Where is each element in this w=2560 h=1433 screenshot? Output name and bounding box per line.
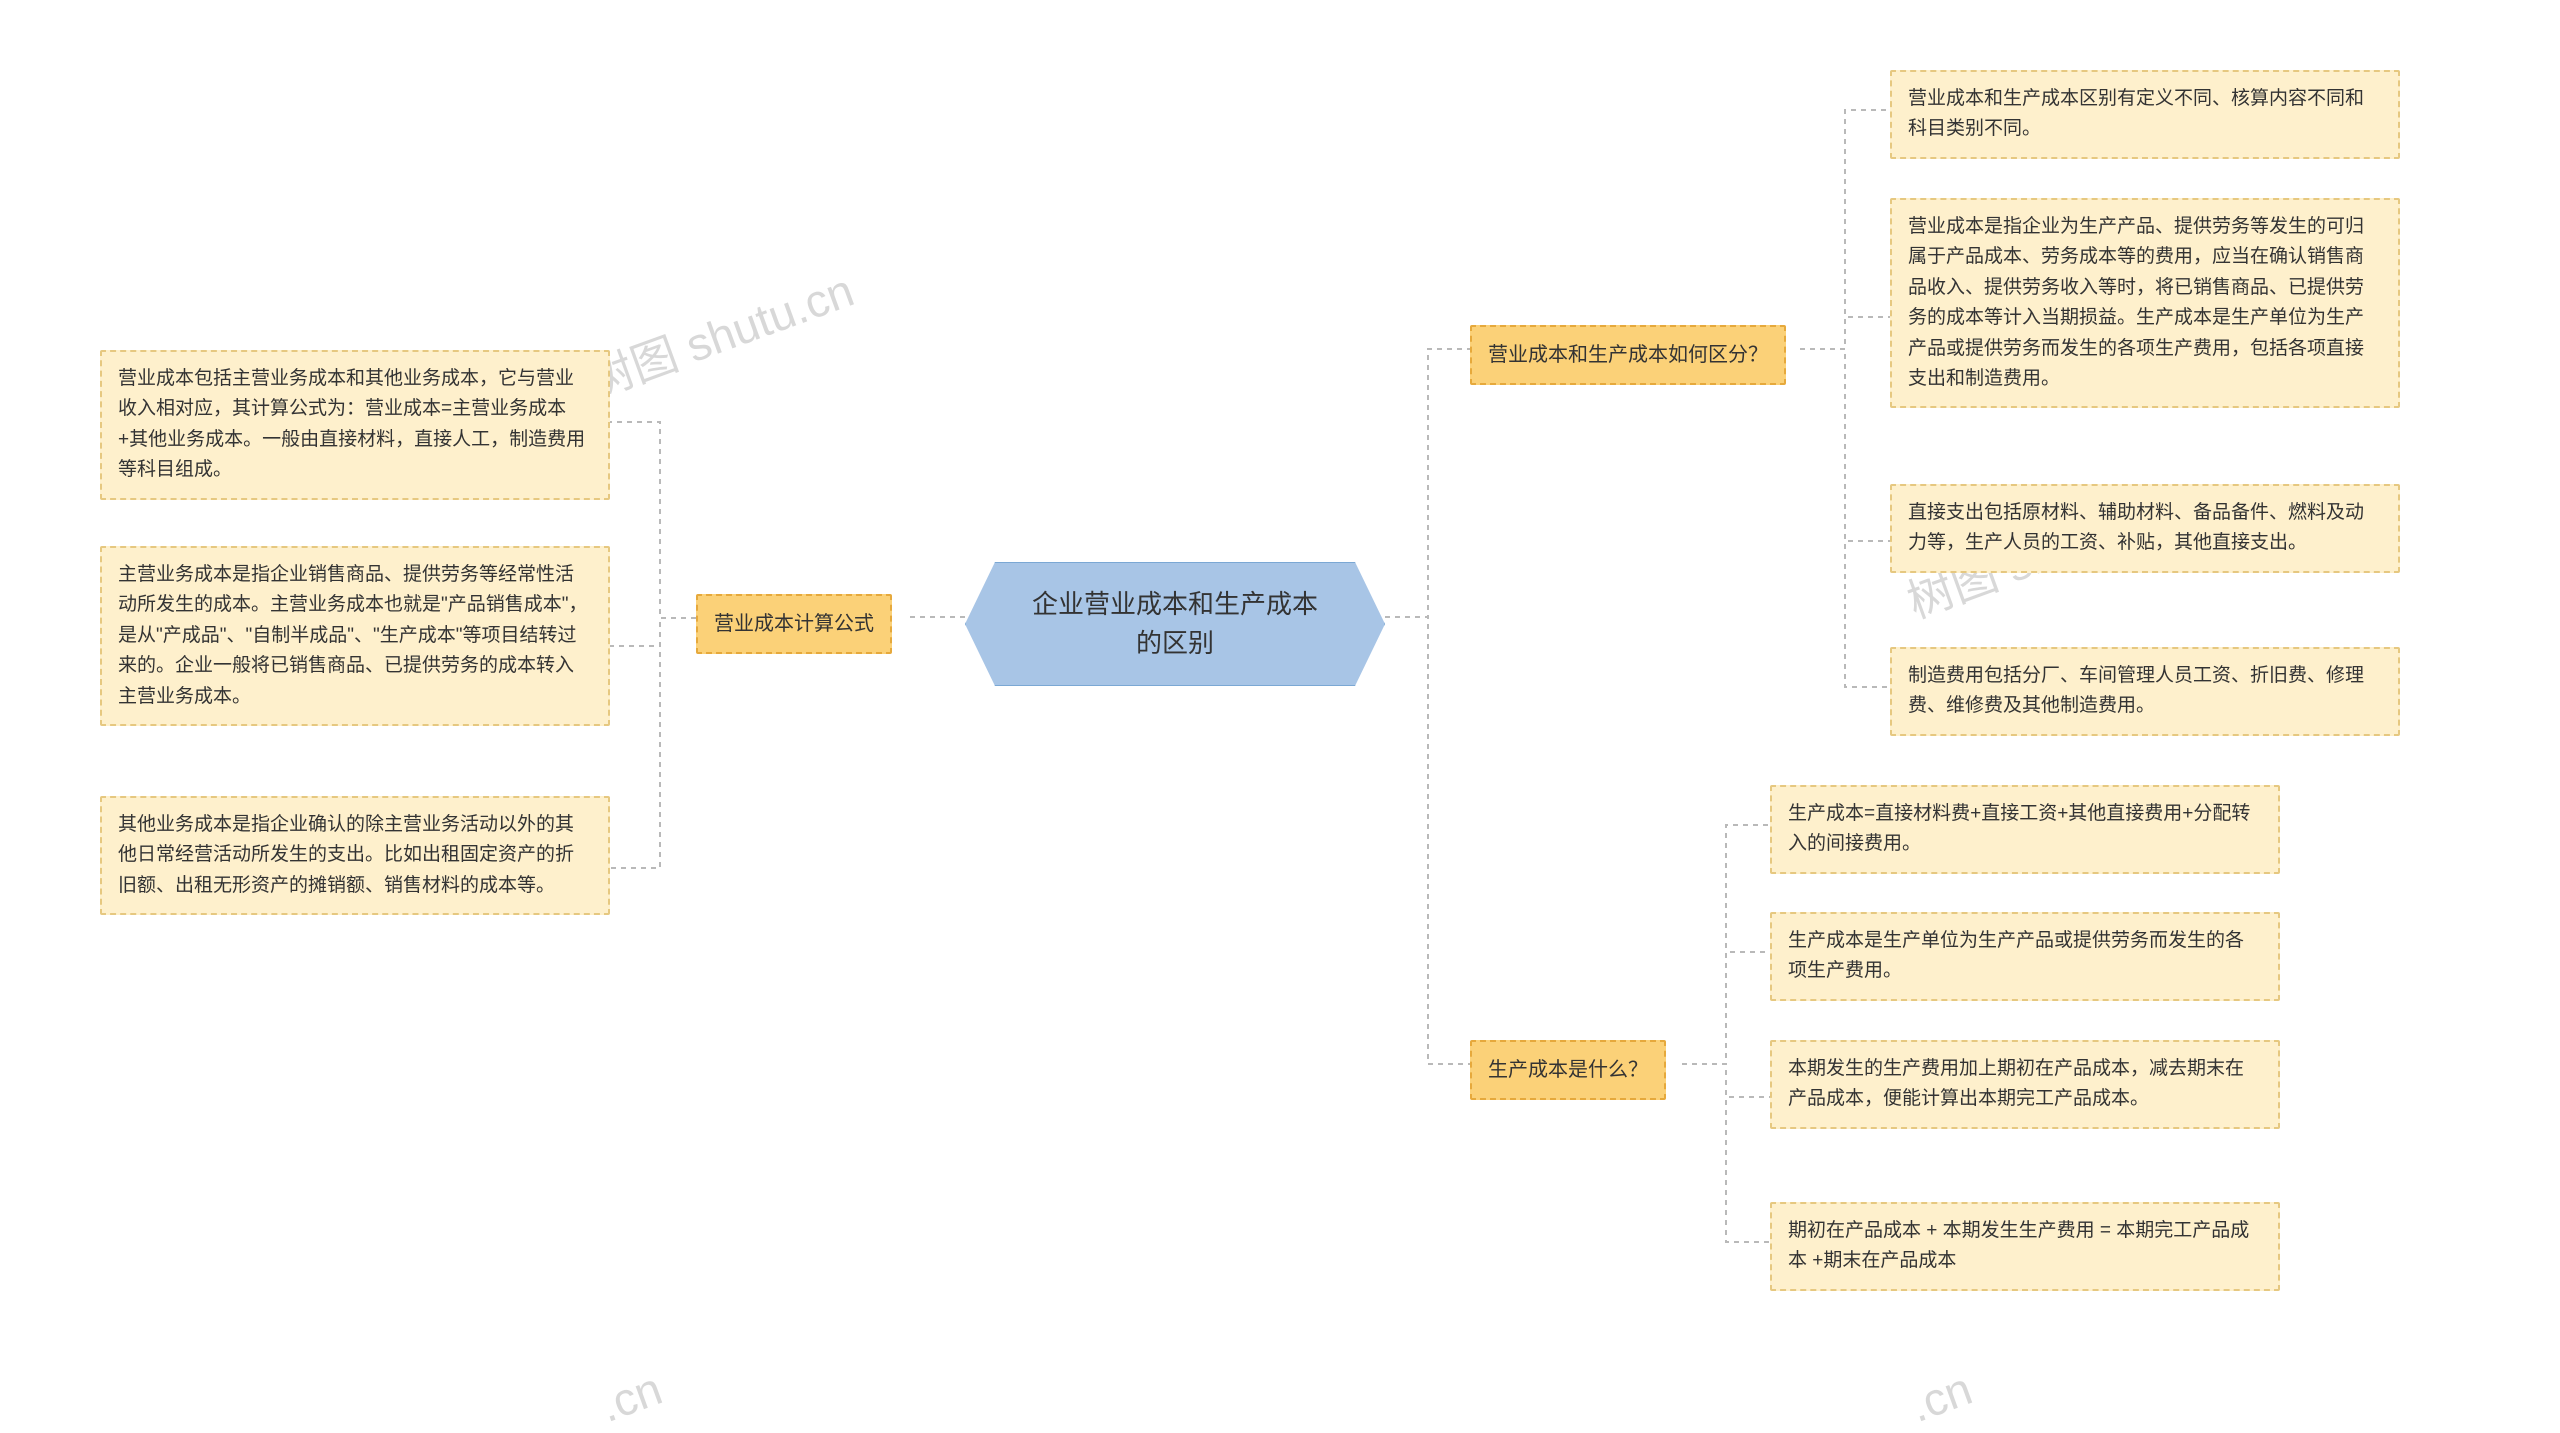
leaf-node[interactable]: 期初在产品成本 + 本期发生生产费用 = 本期完工产品成本 +期末在产品成本 — [1770, 1202, 2280, 1291]
leaf-node[interactable]: 营业成本是指企业为生产产品、提供劳务等发生的可归属于产品成本、劳务成本等的费用，… — [1890, 198, 2400, 408]
watermark: .cn — [1903, 1361, 1979, 1433]
leaf-text: 营业成本和生产成本区别有定义不同、核算内容不同和科目类别不同。 — [1908, 88, 2364, 139]
leaf-node[interactable]: 本期发生的生产费用加上期初在产品成本，减去期末在产品成本，便能计算出本期完工产品… — [1770, 1040, 2280, 1129]
leaf-text: 其他业务成本是指企业确认的除主营业务活动以外的其他日常经营活动所发生的支出。比如… — [118, 814, 574, 896]
root-node[interactable]: 企业营业成本和生产成本的区别 — [965, 562, 1385, 686]
branch-right-1[interactable]: 营业成本和生产成本如何区分？ — [1470, 325, 1786, 385]
root-label: 企业营业成本和生产成本的区别 — [1032, 589, 1318, 658]
leaf-node[interactable]: 生产成本=直接材料费+直接工资+其他直接费用+分配转入的间接费用。 — [1770, 785, 2280, 874]
mindmap-canvas: 树图 shutu.cn 树图 shutu.cn .cn .cn 企业营业成本和生… — [0, 0, 2560, 1415]
leaf-node[interactable]: 营业成本和生产成本区别有定义不同、核算内容不同和科目类别不同。 — [1890, 70, 2400, 159]
leaf-text: 营业成本包括主营业务成本和其他业务成本，它与营业收入相对应，其计算公式为：营业成… — [118, 368, 585, 480]
branch-right-2[interactable]: 生产成本是什么？ — [1470, 1040, 1666, 1100]
leaf-text: 主营业务成本是指企业销售商品、提供劳务等经常性活动所发生的成本。主营业务成本也就… — [118, 564, 588, 707]
branch-label: 营业成本计算公式 — [714, 613, 874, 635]
watermark: 树图 shutu.cn — [577, 254, 861, 411]
leaf-text: 营业成本是指企业为生产产品、提供劳务等发生的可归属于产品成本、劳务成本等的费用，… — [1908, 216, 2364, 389]
leaf-text: 本期发生的生产费用加上期初在产品成本，减去期末在产品成本，便能计算出本期完工产品… — [1788, 1058, 2244, 1109]
leaf-text: 期初在产品成本 + 本期发生生产费用 = 本期完工产品成本 +期末在产品成本 — [1788, 1220, 2249, 1271]
leaf-node[interactable]: 制造费用包括分厂、车间管理人员工资、折旧费、修理费、维修费及其他制造费用。 — [1890, 647, 2400, 736]
leaf-text: 生产成本=直接材料费+直接工资+其他直接费用+分配转入的间接费用。 — [1788, 803, 2250, 854]
leaf-text: 生产成本是生产单位为生产产品或提供劳务而发生的各项生产费用。 — [1788, 930, 2244, 981]
leaf-node[interactable]: 其他业务成本是指企业确认的除主营业务活动以外的其他日常经营活动所发生的支出。比如… — [100, 796, 610, 915]
leaf-node[interactable]: 生产成本是生产单位为生产产品或提供劳务而发生的各项生产费用。 — [1770, 912, 2280, 1001]
leaf-node[interactable]: 直接支出包括原材料、辅助材料、备品备件、燃料及动力等，生产人员的工资、补贴，其他… — [1890, 484, 2400, 573]
branch-label: 营业成本和生产成本如何区分？ — [1488, 344, 1768, 366]
branch-label: 生产成本是什么？ — [1488, 1059, 1648, 1081]
leaf-node[interactable]: 营业成本包括主营业务成本和其他业务成本，它与营业收入相对应，其计算公式为：营业成… — [100, 350, 610, 500]
branch-left[interactable]: 营业成本计算公式 — [696, 594, 892, 654]
watermark: .cn — [593, 1361, 669, 1433]
leaf-text: 制造费用包括分厂、车间管理人员工资、折旧费、修理费、维修费及其他制造费用。 — [1908, 665, 2364, 716]
leaf-node[interactable]: 主营业务成本是指企业销售商品、提供劳务等经常性活动所发生的成本。主营业务成本也就… — [100, 546, 610, 726]
leaf-text: 直接支出包括原材料、辅助材料、备品备件、燃料及动力等，生产人员的工资、补贴，其他… — [1908, 502, 2364, 553]
